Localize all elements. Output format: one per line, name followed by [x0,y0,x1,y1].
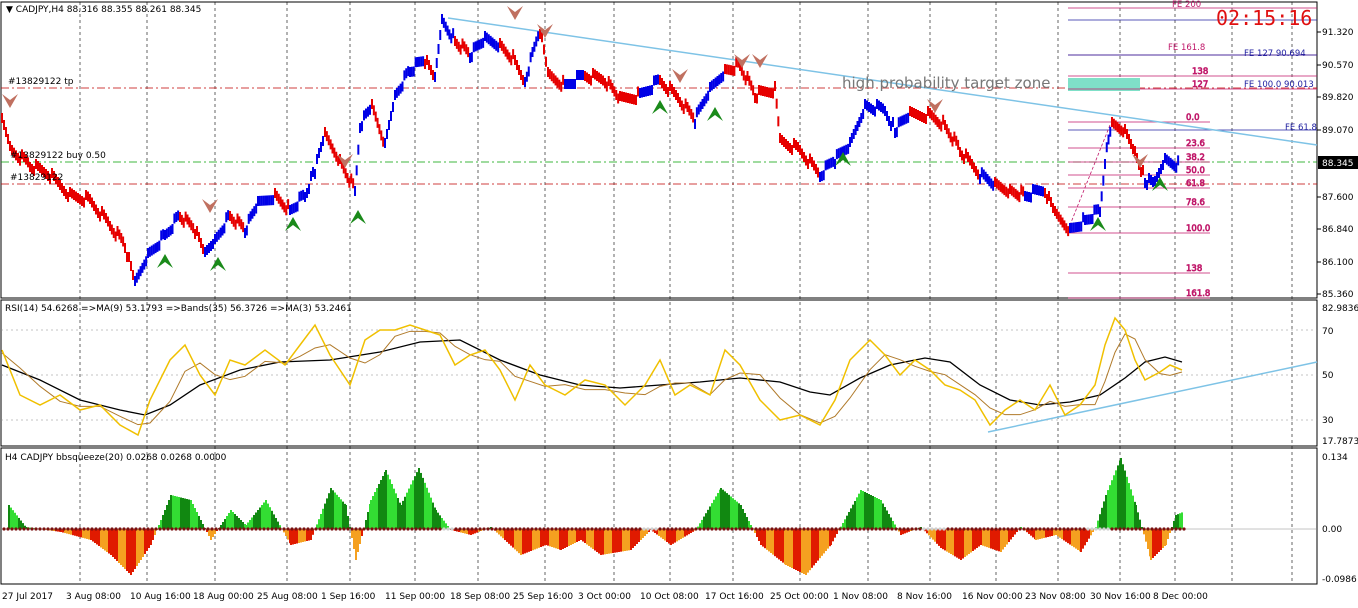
rsi-axis: 82.9836 70 50 30 17.7873 [1322,304,1358,447]
rsi-ma-line [1,330,1183,426]
signal-arrows [2,6,1168,271]
fe-100-label: FE 100.0 90.013 [1244,80,1314,90]
price-tick-label: 89.820 [1322,93,1354,103]
time-tick-label: 18 Aug 00:00 [193,592,254,602]
fib-level-label: 78.6 [1186,198,1205,208]
fib-level-label: 138 [1192,67,1208,77]
rsi-trendline[interactable] [987,361,1318,433]
fib-levels[interactable]: 138 127 0.0 23.6 38.2 50.0 61.8 78.6 100.0 138 161… [1067,7,1317,299]
time-tick-label: 10 Aug 16:00 [130,592,191,602]
time-tick-label: 25 Aug 08:00 [257,592,318,602]
rsi-tick-label: 82.9836 [1322,304,1358,314]
fib-level-label: 161.8 [1186,289,1210,299]
price-tick-label: 86.100 [1322,258,1354,268]
time-tick-label: 25 Oct 00:00 [770,592,829,602]
fe-61-label: FE 61.8 [1285,123,1317,133]
fib-level-label: 138 [1186,264,1202,274]
price-tick-label: 87.600 [1322,193,1354,203]
time-tick-label: 30 Nov 16:00 [1090,592,1151,602]
squeeze-axis: 0.134 0.00 -0.0986 [1322,453,1357,585]
fe-127-label: FE 127 90.694 [1244,49,1306,59]
fib-level-label: 38.2 [1186,153,1205,163]
time-tick-label: 23 Nov 08:00 [1025,592,1086,602]
rsi-line [1,316,1183,437]
time-tick-label: 17 Oct 16:00 [705,592,764,602]
rsi-tick-label: 17.7873 [1322,437,1358,447]
time-tick-label: 18 Sep 08:00 [450,592,510,602]
current-price-label: 88.345 [1322,159,1354,169]
order-sl-label: #13829122 [10,173,63,183]
time-tick-label: 11 Sep 00:00 [385,592,445,602]
time-tick-label: 27 Jul 2017 [2,592,53,602]
target-zone-label: high probability target zone [842,74,1050,92]
squeeze-tick-label: 0.00 [1322,525,1342,535]
price-axis: 91.320 90.570 89.820 89.070 87.600 86.840 86.1… [1317,28,1354,300]
time-tick-label: 25 Sep 16:00 [513,592,573,602]
rsi-tick-label: 30 [1322,416,1334,426]
time-tick-label: 3 Oct 00:00 [578,592,631,602]
rsi-tick-label: 50 [1322,371,1334,381]
time-tick-label: 1 Sep 16:00 [321,592,376,602]
main-price-panel[interactable] [0,1,1318,299]
squeeze-tick-label: 0.134 [1322,453,1348,463]
fib-level-label: 61.8 [1186,179,1205,189]
rsi-header: RSI(14) 54.6268 =>MA(9) 53.1793 =>Bands(… [5,304,352,314]
rsi-tick-label: 70 [1322,327,1334,337]
price-tick-label: 85.360 [1322,290,1354,300]
squeeze-panel[interactable] [0,447,1318,585]
price-tick-label: 90.570 [1322,61,1354,71]
squeeze-tick-label: -0.0986 [1322,575,1357,585]
main-trendline[interactable] [447,17,1318,146]
fib-level-label: 127 [1192,80,1208,90]
price-tick-label: 89.070 [1322,126,1354,136]
time-tick-label: 8 Dec 00:00 [1153,592,1208,602]
fib-level-label: 0.0 [1186,113,1200,123]
time-tick-label: 3 Aug 08:00 [66,592,121,602]
price-series [1,14,1180,286]
fe-161-label: FE 161.8 [1168,43,1205,53]
time-tick-label: 8 Nov 16:00 [897,592,952,602]
fe-200-label: FE 200 [1172,0,1201,10]
squeeze-dots [2,527,1186,531]
time-tick-label: 1 Nov 08:00 [833,592,888,602]
squeeze-histogram [8,458,1183,575]
chart-header: ▼ CADJPY,H4 88.316 88.355 88.261 88.345 [6,5,201,15]
order-tp-label: #13829122 tp [8,77,74,87]
countdown-timer: 02:15:16 [1216,6,1312,30]
fib-level-label: 100.0 [1186,224,1210,234]
price-tick-label: 86.840 [1322,225,1354,235]
current-price-box [1318,156,1358,169]
time-tick-label: 10 Oct 08:00 [640,592,699,602]
price-tick-label: 91.320 [1322,28,1354,38]
target-zone-box [1068,78,1140,91]
order-buy-label: #13829122 buy 0.50 [10,151,106,161]
time-axis: 27 Jul 2017 3 Aug 08:00 10 Aug 16:00 18 Aug… [2,592,1208,602]
time-tick-label: 16 Nov 00:00 [962,592,1023,602]
squeeze-header: H4 CADJPY bbsqueeze(20) 0.0268 0.0268 0.… [5,453,227,463]
fib-level-label: 50.0 [1186,166,1205,176]
fib-level-label: 23.6 [1186,139,1205,149]
time-grid [79,2,1293,584]
